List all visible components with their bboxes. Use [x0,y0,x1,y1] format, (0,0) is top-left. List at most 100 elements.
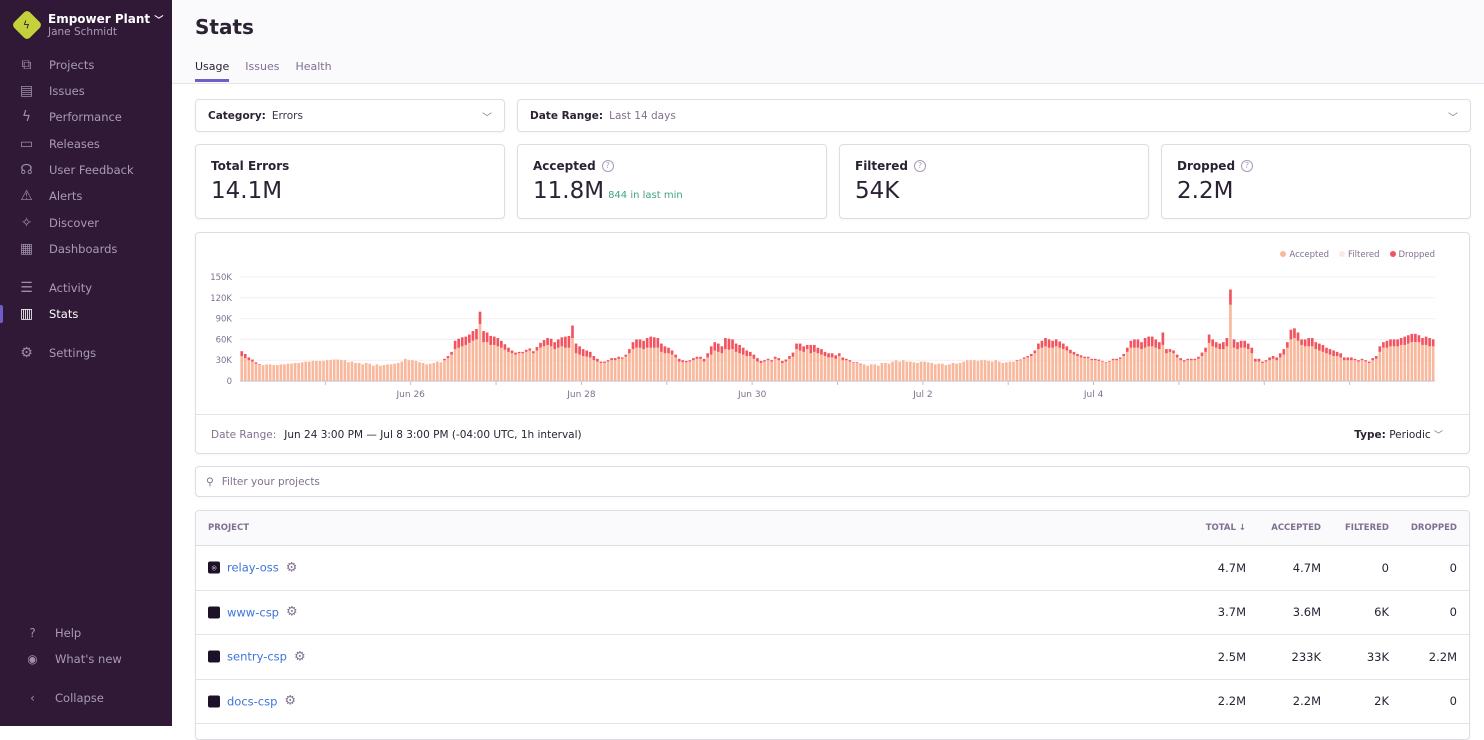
bar-dropped [1236,342,1239,350]
bar-accepted [990,361,994,381]
bar-accepted [724,349,727,381]
bar-accepted [734,351,738,381]
bar-accepted [1122,356,1126,381]
bar-accepted [1335,356,1339,381]
bar-accepted [400,361,404,381]
bar-accepted [987,360,990,381]
sidebar-item-discover[interactable]: ✧ Discover [18,215,99,231]
bar-accepted [766,360,770,381]
bar-dropped [492,336,496,345]
bar-dropped [556,339,560,348]
bar-dropped [674,354,677,358]
category-dropdown[interactable]: Category: Errors ﹀ [195,99,505,132]
total-cell: 3.7M [1217,605,1246,620]
bar-accepted [1424,344,1428,381]
type-dropdown[interactable]: Type: Periodic ﹀ [1354,429,1443,441]
bar-dropped [542,340,546,347]
tab-health[interactable]: Health [295,60,332,73]
bar-dropped [1392,339,1396,347]
bar-accepted [877,365,880,381]
sidebar-item-dashboards[interactable]: ▦ Dashboards [18,241,118,257]
bar-dropped [1061,343,1065,350]
bar-dropped [610,358,613,361]
sidebar-footer-collapse[interactable]: ‹ Collapse [24,691,104,705]
date-range-dropdown[interactable]: Date Range: Last 14 days ﹀ [517,99,1471,132]
bar-accepted [1314,349,1318,381]
bar-accepted [251,361,254,381]
bar-dropped [567,335,571,348]
bar-dropped [1101,360,1104,362]
project-filter-input[interactable]: ⚲ Filter your projects [195,466,1470,497]
sidebar-item-issues[interactable]: ▤ Issues [18,83,85,99]
bar-accepted [436,361,439,381]
bar-accepted [894,360,898,381]
bar-dropped [1211,339,1214,347]
bar-dropped [599,361,603,363]
bar-dropped [1182,360,1186,362]
sidebar-item-activity[interactable]: ☰ Activity [18,280,92,296]
sidebar-item-alerts[interactable]: ⚠ Alerts [18,188,82,204]
project-link[interactable]: relay-oss [227,560,279,575]
legend-accepted[interactable]: Accepted [1280,250,1329,260]
tab-issues[interactable]: Issues [245,60,280,73]
bar-dropped [1026,356,1030,358]
sidebar-item-releases[interactable]: ▭ Releases [18,136,100,152]
bar-dropped [1310,338,1314,347]
legend-filtered[interactable]: Filtered [1339,250,1380,260]
bar-dropped [635,339,638,348]
stat-card-dropped: Dropped? 2.2M [1161,144,1471,219]
bar-accepted [514,354,517,381]
gear-icon[interactable]: ⚙ [293,649,306,665]
sidebar-item-projects[interactable]: ⧉ Projects [18,57,95,73]
bar-dropped [564,336,567,348]
bar-accepted [926,362,930,381]
help-icon[interactable]: ? [913,160,926,172]
bar-accepted [887,363,891,381]
bar-accepted [980,360,983,381]
platform-icon [208,650,220,663]
bar-dropped [1069,349,1072,354]
bar-accepted [731,349,734,381]
bar-dropped [1396,339,1399,347]
project-link[interactable]: www-csp [227,605,279,620]
tab-usage[interactable]: Usage [195,60,230,82]
gear-icon[interactable]: ⚙ [284,693,297,709]
bar-accepted [656,347,660,381]
bar-accepted [468,342,471,381]
bar-dropped [1314,342,1318,350]
stats-icon: ▥ [19,306,34,322]
bar-dropped [581,349,585,357]
help-icon[interactable]: ? [1241,160,1254,172]
sidebar-item-user-feedback[interactable]: ☊ User Feedback [18,162,133,178]
bar-dropped [528,348,532,351]
sidebar-footer-what-s-new[interactable]: ◉ What's new [24,652,122,666]
gear-icon[interactable]: ⚙ [285,604,298,620]
org-switcher[interactable]: ϟ Empower Plant ﹀ Jane Schmidt [11,9,163,41]
legend-dropped[interactable]: Dropped [1389,250,1435,260]
bar-dropped [1271,356,1275,359]
help-icon[interactable]: ? [601,160,614,172]
bar-dropped [1353,358,1357,361]
project-link[interactable]: docs-csp [227,694,278,709]
sidebar-item-performance[interactable]: ϟ Performance [18,109,122,125]
bar-accepted [1097,360,1101,381]
feedback-icon: ☊ [20,162,33,178]
bar-dropped [1165,349,1168,354]
project-link[interactable]: sentry-csp [227,649,287,664]
sidebar-item-label: Help [55,626,82,640]
bar-accepted [261,365,265,381]
table-row: www-csp ⚙ 3.7M 3.6M 6K 0 [196,591,1469,635]
gear-icon[interactable]: ⚙ [285,560,298,576]
sidebar-footer-help[interactable]: ? Help [24,626,81,640]
bar-accepted [805,349,809,381]
bar-accepted [450,354,453,381]
sidebar-item-stats[interactable]: ▥ Stats [18,306,78,322]
sidebar-item-settings[interactable]: ⚙ Settings [18,345,96,361]
header-total[interactable]: TOTAL ↓ [1205,523,1246,533]
bar-dropped [841,357,845,361]
bar-accepted [1250,353,1254,381]
bar-accepted [1125,351,1129,381]
bar-dropped [254,362,258,364]
bar-accepted [1321,351,1325,381]
x-tick-label: Jul 4 [1083,390,1104,400]
